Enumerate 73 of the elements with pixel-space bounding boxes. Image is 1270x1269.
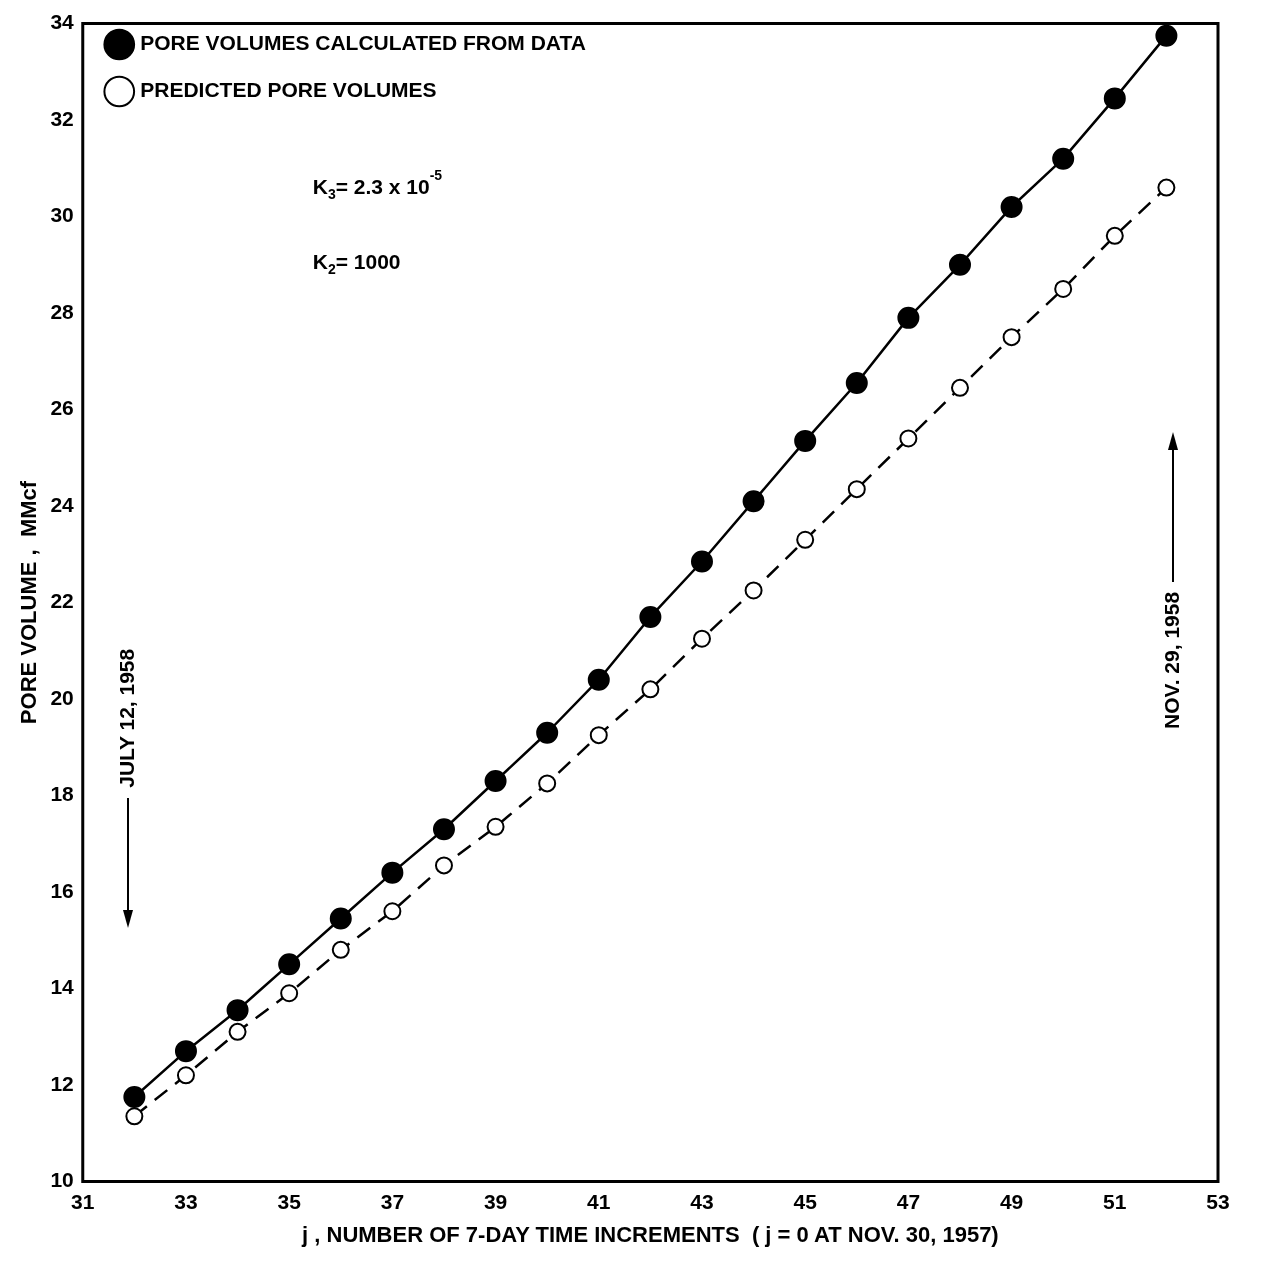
legend-label: PORE VOLUMES CALCULATED FROM DATA [140,31,586,55]
point [587,668,610,691]
point [1000,195,1023,218]
point [639,605,662,628]
point [589,726,608,745]
point [1002,328,1021,347]
x-tick-label: 35 [277,1189,302,1213]
point [641,680,660,699]
legend-label: PREDICTED PORE VOLUMES [140,78,437,102]
y-tick-label: 30 [50,203,74,227]
y-tick-label: 26 [50,396,74,420]
point [1103,87,1126,110]
point [329,907,352,930]
y-tick-label: 28 [50,299,75,323]
point [434,856,453,875]
y-tick-label: 12 [50,1071,74,1095]
x-tick-label: 51 [1103,1189,1127,1213]
point [1052,147,1075,170]
point [742,490,765,513]
x-tick-label: 37 [380,1189,405,1213]
x-tick-label: 31 [71,1189,95,1213]
point [228,1022,247,1041]
point [1155,24,1178,47]
point [176,1066,195,1085]
point [1105,226,1124,245]
point [123,1085,146,1108]
point [226,999,249,1022]
point [950,378,969,397]
point [278,953,301,976]
point [690,550,713,573]
y-tick-label: 14 [50,975,75,999]
point [899,429,918,448]
x-tick-label: 39 [483,1189,508,1213]
point [538,774,557,793]
point [331,940,350,959]
point [845,372,868,394]
point [948,253,971,276]
point [897,306,920,329]
point [486,817,505,836]
point [744,581,763,600]
point [125,1107,144,1126]
y-axis-title: PORE VOLUME , MMcf [16,480,42,725]
y-tick-label: 24 [50,492,75,516]
x-tick-label: 43 [690,1189,714,1213]
x-axis-title: j , NUMBER OF 7-DAY TIME INCREMENTS ( j = 0 AT NOV. 30, 1957) [301,1221,999,1247]
y-tick-label: 32 [50,106,74,130]
y-tick-label: 34 [50,10,75,34]
x-tick-label: 53 [1206,1189,1230,1213]
point [692,629,711,648]
x-tick-label: 45 [793,1189,818,1213]
point [174,1040,197,1063]
x-tick-label: 47 [896,1189,921,1213]
y-tick-label: 18 [50,782,75,806]
y-tick-label: 22 [50,589,74,613]
point [383,902,402,921]
annotation: JULY 12, 1958 [114,648,138,788]
point [432,818,455,841]
point [381,861,404,884]
point [484,769,507,792]
point [1157,178,1176,197]
point [536,721,559,744]
annotation: NOV. 29, 1958 [1159,591,1183,729]
y-tick-label: 20 [50,685,74,709]
y-tick-label: 10 [50,1168,74,1192]
point [847,480,866,499]
point [1054,279,1073,298]
y-tick-label: 16 [50,878,74,902]
point [280,984,299,1003]
x-tick-label: 49 [999,1189,1024,1213]
x-tick-label: 33 [174,1189,198,1213]
point [794,429,817,452]
point [796,530,815,549]
x-tick-label: 41 [587,1189,611,1213]
